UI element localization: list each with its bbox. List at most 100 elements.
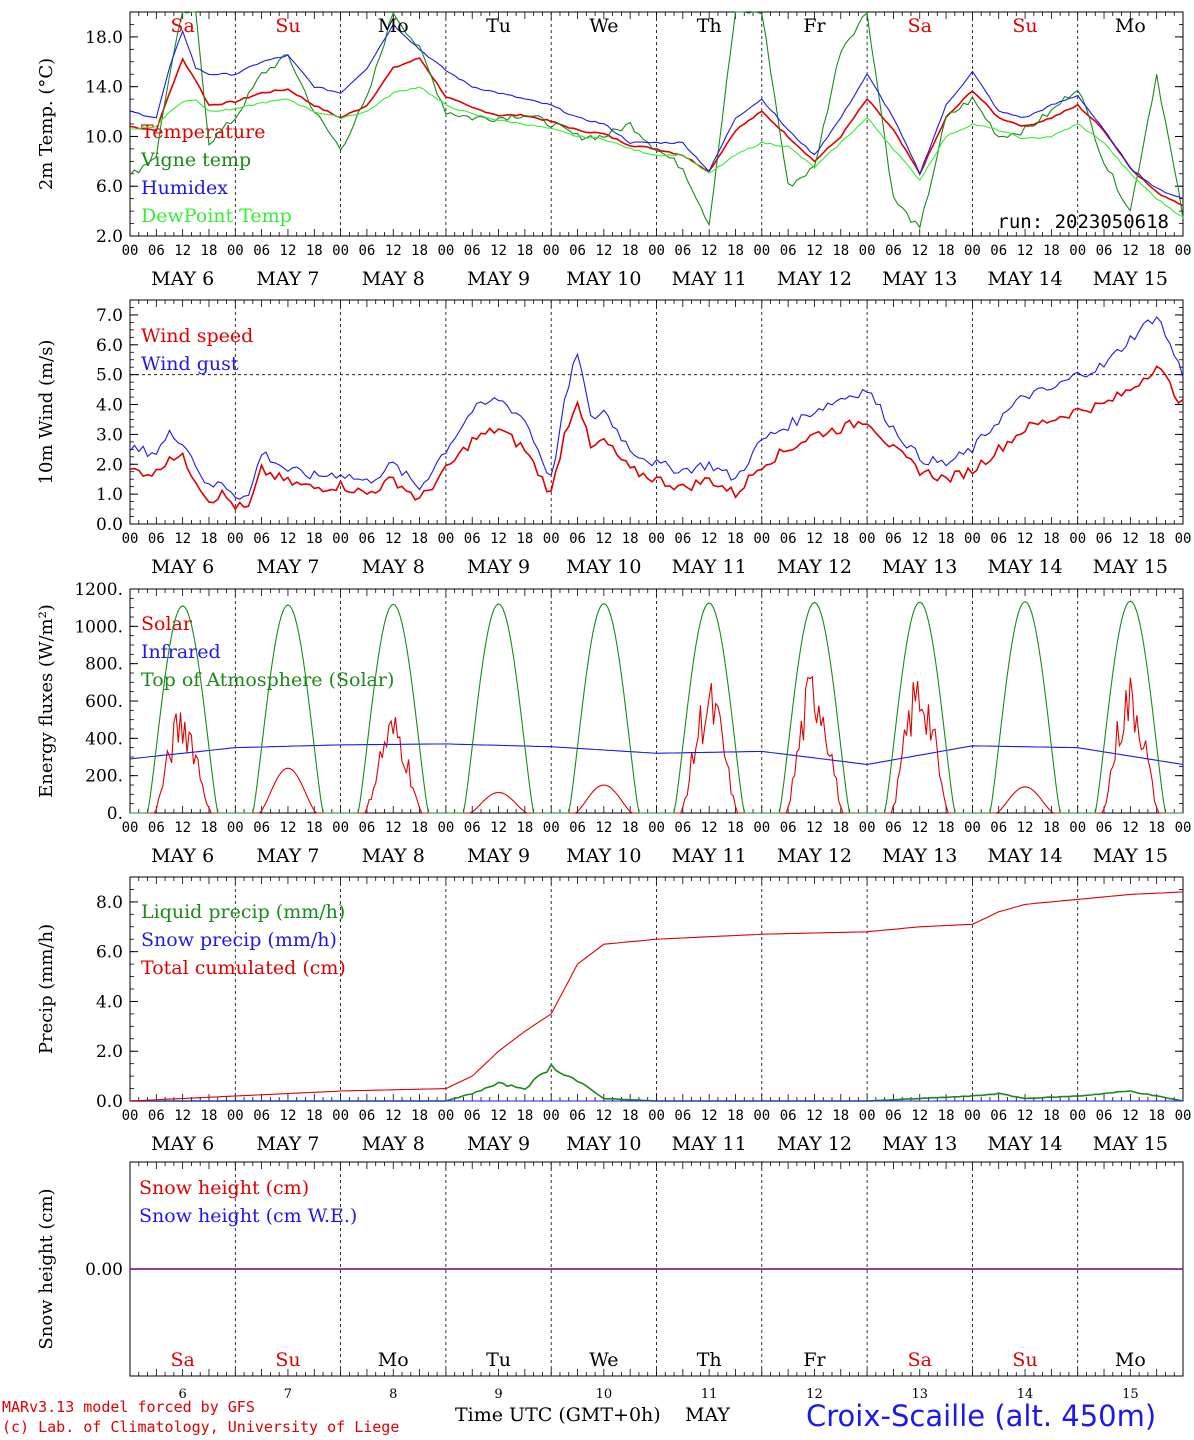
panel-5: 0.00 Snow height (cm) Snow height (cm) Snow… xyxy=(36,1161,1184,1402)
hour-tick-label: 12 xyxy=(174,531,191,547)
hour-tick-label: 00 xyxy=(648,1108,665,1124)
date-label: MAY 10 xyxy=(566,268,641,290)
hour-tick-label: 18 xyxy=(938,243,955,259)
series-line-temperature xyxy=(129,57,1184,207)
day-number: 15 xyxy=(1122,1387,1139,1402)
date-label: MAY 7 xyxy=(256,845,319,867)
hour-tick-label: 12 xyxy=(174,820,191,836)
date-label: MAY 13 xyxy=(882,845,957,867)
series-line-wind-gust xyxy=(129,316,1184,500)
hour-tick-label: 18 xyxy=(1148,531,1165,547)
hour-tick-label: 12 xyxy=(806,820,823,836)
hour-tick-label: 18 xyxy=(832,820,849,836)
weekday-label: Tu xyxy=(486,15,511,37)
hour-tick-label: 12 xyxy=(595,531,612,547)
legend-entry: Wind gust xyxy=(141,353,239,375)
legend-entry: Liquid precip (mm/h) xyxy=(141,901,345,923)
y-tick-label: 1.0 xyxy=(96,485,123,505)
hour-tick-label: 00 xyxy=(964,1108,981,1124)
hour-tick-label: 12 xyxy=(1122,243,1139,259)
hour-tick-label: 06 xyxy=(253,820,270,836)
hour-tick-label: 00 xyxy=(332,243,349,259)
hour-tick-label: 00 xyxy=(753,243,770,259)
y-tick-label: 4.0 xyxy=(96,992,123,1012)
hour-tick-label: 18 xyxy=(411,243,428,259)
hour-tick-label: 12 xyxy=(911,243,928,259)
date-label: MAY 8 xyxy=(362,556,425,578)
hour-tick-label: 18 xyxy=(411,820,428,836)
weekday-label: Mo xyxy=(378,1349,409,1371)
hour-tick-label: 18 xyxy=(306,243,323,259)
series-line-top-of-atmosphere-solar- xyxy=(130,600,1183,814)
date-label: MAY 13 xyxy=(882,268,957,290)
hour-tick-label: 18 xyxy=(622,1108,639,1124)
series-line-humidex xyxy=(129,23,1184,200)
y-tick-label: 0.0 xyxy=(96,515,123,535)
date-label: MAY 12 xyxy=(777,556,852,578)
hour-tick-label: 12 xyxy=(1017,531,1034,547)
hour-tick-label: 00 xyxy=(964,243,981,259)
hour-tick-label: 12 xyxy=(174,1108,191,1124)
hour-tick-label: 00 xyxy=(753,820,770,836)
panel-2: 0.0 1.0 2.0 3.0 4.0 5.0 6.0 7.0 10m Wind (m/s) Wi… xyxy=(36,299,1191,578)
hour-tick-label: 06 xyxy=(148,243,165,259)
hour-tick-label: 18 xyxy=(622,820,639,836)
y-tick-label: 1000. xyxy=(74,617,123,637)
hour-tick-label: 06 xyxy=(253,243,270,259)
hour-tick-label: 06 xyxy=(1096,820,1113,836)
hour-tick-label: 06 xyxy=(1096,531,1113,547)
date-label: MAY 14 xyxy=(987,845,1062,867)
date-label: MAY 8 xyxy=(362,268,425,290)
date-label: MAY 9 xyxy=(467,268,530,290)
hour-tick-label: 18 xyxy=(411,1108,428,1124)
hour-tick-label: 06 xyxy=(464,531,481,547)
hour-tick-label: 18 xyxy=(201,531,218,547)
date-label: MAY 9 xyxy=(467,556,530,578)
hour-tick-label: 12 xyxy=(595,820,612,836)
y-tick-label: 8.0 xyxy=(96,893,123,913)
hour-tick-label: 06 xyxy=(674,531,691,547)
y-tick-label: 6.0 xyxy=(96,943,123,963)
date-label: MAY 15 xyxy=(1093,556,1168,578)
hour-tick-label: 12 xyxy=(1122,531,1139,547)
hour-tick-label: 00 xyxy=(648,243,665,259)
hour-tick-label: 06 xyxy=(990,531,1007,547)
hour-tick-label: 12 xyxy=(595,243,612,259)
hour-tick-label: 06 xyxy=(780,1108,797,1124)
hour-tick-label: 06 xyxy=(358,1108,375,1124)
legend-entry: Total cumulated (cm) xyxy=(141,957,346,979)
weekday-label: Su xyxy=(275,15,300,37)
y-tick-label: 2.0 xyxy=(96,455,123,475)
hour-tick-label: 06 xyxy=(674,1108,691,1124)
weekday-label: Su xyxy=(275,1349,300,1371)
hour-tick-label: 18 xyxy=(1148,820,1165,836)
hour-tick-label: 00 xyxy=(1069,1108,1086,1124)
hour-tick-label: 00 xyxy=(437,1108,454,1124)
legend-entry: Snow precip (mm/h) xyxy=(141,929,337,951)
hour-tick-label: 06 xyxy=(1096,243,1113,259)
date-label: MAY 9 xyxy=(467,845,530,867)
series-line-dewpoint-temp xyxy=(130,86,1184,218)
date-label: MAY 7 xyxy=(256,268,319,290)
hour-tick-label: 06 xyxy=(569,820,586,836)
hour-tick-label: 12 xyxy=(490,243,507,259)
hour-tick-label: 00 xyxy=(332,1108,349,1124)
hour-tick-label: 18 xyxy=(1148,1108,1165,1124)
legend-entry: Humidex xyxy=(141,177,228,199)
x-axis-title: Time UTC (GMT+0h) xyxy=(455,1404,661,1426)
hour-tick-label: 00 xyxy=(122,531,139,547)
date-label: MAY 15 xyxy=(1093,268,1168,290)
legend-entry: Snow height (cm W.E.) xyxy=(139,1205,357,1227)
hour-tick-label: 00 xyxy=(1175,820,1192,836)
hour-tick-label: 00 xyxy=(332,820,349,836)
hour-tick-label: 06 xyxy=(885,820,902,836)
hour-tick-label: 06 xyxy=(464,243,481,259)
date-label: MAY 13 xyxy=(882,556,957,578)
hour-tick-label: 18 xyxy=(832,1108,849,1124)
hour-tick-label: 00 xyxy=(753,531,770,547)
hour-tick-label: 18 xyxy=(622,531,639,547)
hour-tick-label: 18 xyxy=(832,531,849,547)
day-number: 8 xyxy=(389,1387,397,1402)
y-tick-label: 10.0 xyxy=(85,127,123,147)
